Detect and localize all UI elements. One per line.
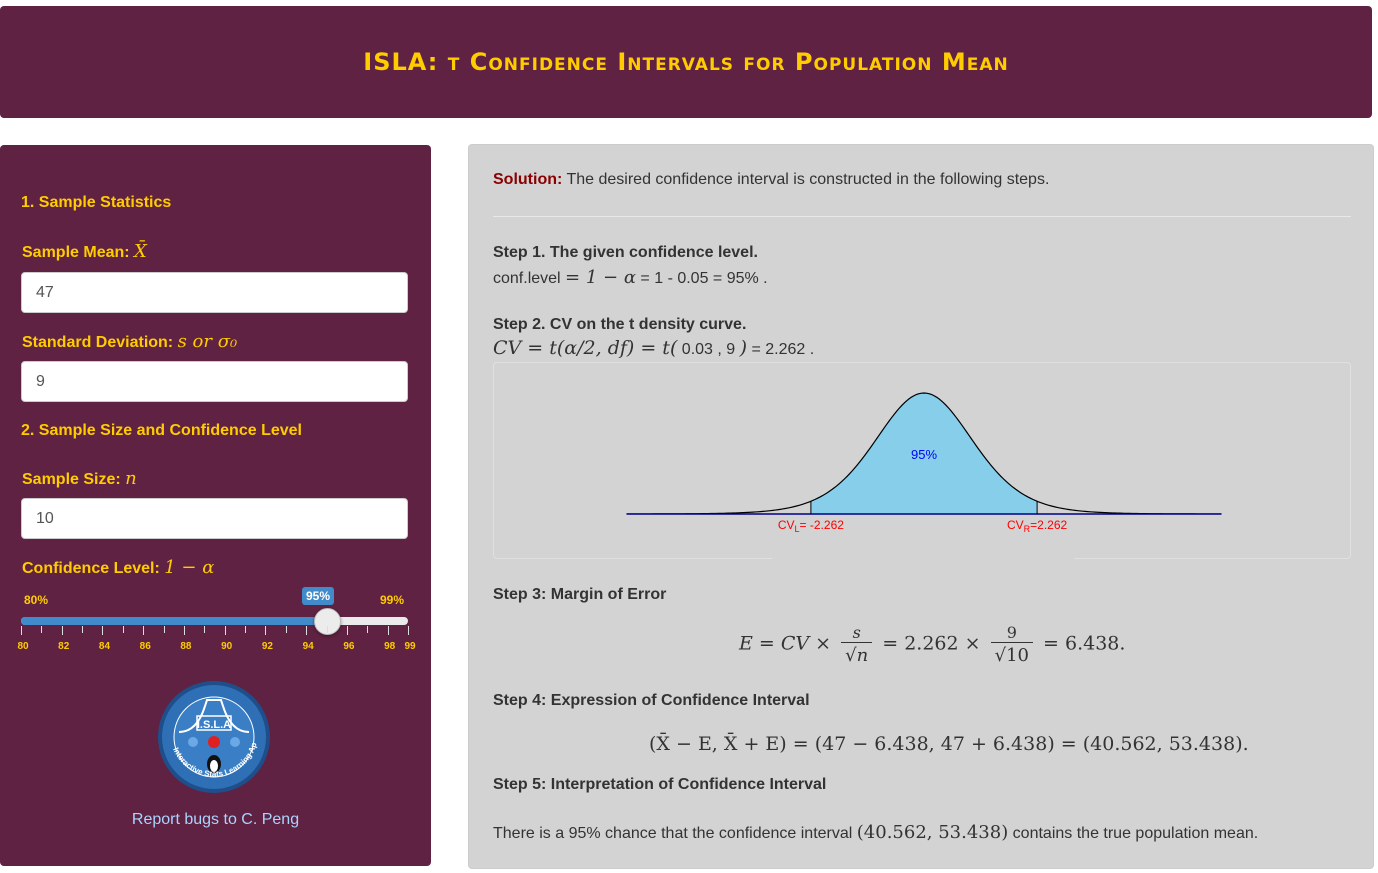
slider-tick xyxy=(367,626,369,633)
step3-title: Step 3: Margin of Error xyxy=(493,586,667,603)
step4-formula: (X̄ − E, X̄ + E) = (47 − 6.438, 47 + 6.4… xyxy=(649,733,1249,755)
slider-tick xyxy=(143,626,145,635)
slider-tick xyxy=(408,626,409,635)
sd-input[interactable] xyxy=(21,361,408,402)
t-density-curve: 95% CVL= -2.262 CVR=2.262 xyxy=(626,363,1222,560)
slider-tick xyxy=(245,626,247,633)
step5-title: Step 5: Interpretation of Confidence Int… xyxy=(493,776,827,793)
slider-tick xyxy=(21,626,22,635)
step2-title: Step 2. CV on the t density curve. xyxy=(493,316,747,333)
sample-size-input[interactable] xyxy=(21,498,408,539)
slider-value-bubble: 95% xyxy=(302,587,335,605)
app-title: ISLA: t Confidence Intervals for Populat… xyxy=(363,48,1009,76)
slider-tick-label: 80 xyxy=(17,641,29,652)
density-curve-line xyxy=(626,392,1222,515)
t-curve-box: 95% CVL= -2.262 CVR=2.262 xyxy=(493,362,1351,560)
slider-min-label: 80% xyxy=(24,593,49,607)
step2-text: CV = t(α/2, df) = t( 0.03 , 9 ) = 2.262 … xyxy=(493,337,815,359)
slider-tick xyxy=(387,626,389,635)
step1-title: Step 1. The given confidence level. xyxy=(493,244,758,261)
slider-tick-label: 99 xyxy=(404,641,416,652)
slider-tick xyxy=(306,626,308,635)
slider-tick xyxy=(346,626,348,635)
sample-mean-input[interactable] xyxy=(21,272,408,313)
slider-tick xyxy=(204,626,206,633)
solution-panel: Solution: The desired confidence interva… xyxy=(468,144,1374,869)
isla-logo: I.S.L.A Interactive Stats Learning Apps xyxy=(157,680,270,793)
confidence-level-label: Confidence Level: 1 − α xyxy=(22,557,215,578)
slider-tick-label: 92 xyxy=(261,641,273,652)
slider-tick xyxy=(82,626,84,633)
step5-text: There is a 95% chance that the confidenc… xyxy=(493,822,1259,843)
slider-tick xyxy=(326,626,328,633)
slider-tick xyxy=(183,626,185,635)
section-size-confidence: 2. Sample Size and Confidence Level xyxy=(21,422,302,439)
cv-left-label: CVL= -2.262 xyxy=(778,518,844,534)
conf-symbol: 1 − α xyxy=(164,557,215,578)
slider-tick xyxy=(61,626,63,635)
sd-symbol: s or σ₀ xyxy=(177,331,238,352)
slider-tick xyxy=(102,626,104,635)
step4-title: Step 4: Expression of Confidence Interva… xyxy=(493,692,810,709)
slider-tick-label: 88 xyxy=(180,641,192,652)
slider-fill xyxy=(21,617,327,625)
slider-tick-label: 94 xyxy=(302,641,314,652)
slider-tick xyxy=(285,626,287,633)
n-symbol: n xyxy=(125,468,137,489)
sample-mean-label: Sample Mean: X̄ xyxy=(22,241,147,262)
slider-tick-label: 90 xyxy=(221,641,233,652)
slider-tick xyxy=(122,626,124,633)
slider-tick xyxy=(163,626,165,633)
fraction-s-over-root-n: s √n xyxy=(841,623,873,666)
slider-tick xyxy=(41,626,43,633)
center-percent-label: 95% xyxy=(911,447,937,462)
slider-tick-label: 98 xyxy=(384,641,396,652)
report-bugs-link[interactable]: Report bugs to C. Peng xyxy=(131,811,300,828)
slider-tick-label: 96 xyxy=(343,641,355,652)
slider-tick-label: 82 xyxy=(58,641,70,652)
sample-size-label: Sample Size: n xyxy=(22,468,137,489)
sd-label: Standard Deviation: s or σ₀ xyxy=(22,331,238,352)
slider-tick-label: 86 xyxy=(139,641,151,652)
sidebar-panel: 1. Sample Statistics Sample Mean: X̄ Sta… xyxy=(0,145,431,866)
section-sample-statistics: 1. Sample Statistics xyxy=(21,194,172,211)
app-header: ISLA: t Confidence Intervals for Populat… xyxy=(0,6,1372,118)
center-area xyxy=(810,393,1038,514)
slider-max-label: 99% xyxy=(380,593,405,607)
solution-intro: Solution: The desired confidence interva… xyxy=(493,171,1050,188)
logo-text: I.S.L.A xyxy=(197,719,231,731)
xbar-symbol: X̄ xyxy=(134,241,147,262)
step1-text: conf.level = 1 − α = 1 - 0.05 = 95% . xyxy=(493,267,768,288)
divider xyxy=(493,216,1351,217)
slider-tick-label: 84 xyxy=(98,641,111,652)
slider-tick xyxy=(265,626,267,635)
fraction-9-over-root-10: 9 √10 xyxy=(990,623,1033,666)
confidence-slider[interactable]: 80% 99% 95% 80 82 84 86 88 90 92 94 96 98 99 xyxy=(0,585,431,665)
cv-right-label: CVR=2.262 xyxy=(1007,518,1068,534)
step3-formula: E = CV × s √n = 2.262 × 9 √10 = 6.438. xyxy=(739,623,1126,666)
slider-tick xyxy=(224,626,226,635)
